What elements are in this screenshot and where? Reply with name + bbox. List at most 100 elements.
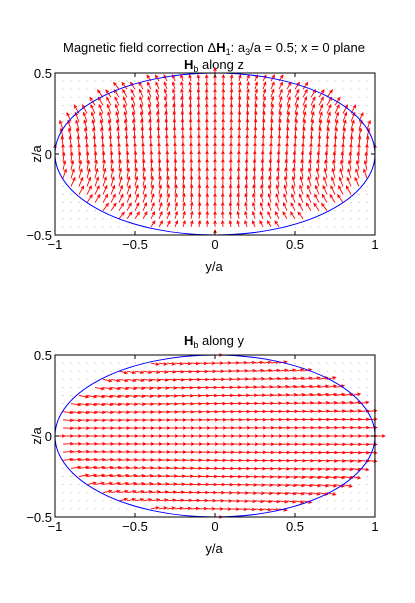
field-arrow <box>180 82 184 90</box>
grid-point <box>310 508 312 510</box>
field-arrowhead <box>236 210 240 215</box>
field-arrowhead <box>244 184 249 189</box>
field-arrowhead <box>259 192 264 198</box>
field-arrow <box>310 104 315 114</box>
field-arrowhead <box>203 361 208 366</box>
field-arrow <box>286 82 292 90</box>
field-arrow <box>150 193 155 203</box>
field-arrow <box>302 500 312 503</box>
field-arrow <box>174 220 178 228</box>
field-arrowhead <box>90 111 95 116</box>
field-arrow <box>156 96 160 106</box>
field-arrowhead <box>301 475 306 480</box>
field-arrow <box>254 386 265 388</box>
field-arrow <box>294 127 297 138</box>
field-arrow <box>122 96 128 106</box>
field-arrowhead <box>321 202 325 207</box>
field-arrowhead <box>337 193 341 199</box>
field-arrow <box>134 211 140 220</box>
field-arrow <box>342 467 353 471</box>
field-arrowhead <box>124 378 129 383</box>
field-arrow <box>126 370 136 374</box>
grid-point <box>118 508 120 510</box>
field-arrowhead <box>317 384 322 389</box>
field-arrowhead <box>348 484 353 488</box>
grid-point <box>358 500 360 502</box>
field-arrow <box>307 185 312 195</box>
field-arrowhead <box>196 498 201 503</box>
field-arrow <box>126 151 129 163</box>
field-arrowhead <box>133 386 138 391</box>
field-arrow <box>318 97 324 106</box>
field-arrow <box>308 168 312 179</box>
field-arrow <box>139 89 144 98</box>
field-arrow <box>141 127 144 138</box>
field-arrowhead <box>342 450 347 455</box>
field-arrowhead <box>332 492 337 496</box>
field-arrow <box>276 185 280 195</box>
field-arrow <box>350 128 354 138</box>
field-arrowhead <box>316 492 321 496</box>
field-arrow <box>318 467 329 470</box>
grid-point <box>326 508 328 510</box>
field-arrowhead <box>243 507 248 512</box>
field-arrow <box>270 377 281 380</box>
field-arrowhead <box>244 219 248 225</box>
grid-point <box>94 370 96 372</box>
field-arrow <box>302 484 313 487</box>
field-arrowhead <box>350 127 355 132</box>
field-arrowhead <box>259 220 263 225</box>
field-arrow <box>326 402 337 405</box>
field-arrowhead <box>340 151 345 156</box>
field-arrow <box>83 112 88 122</box>
field-arrow <box>278 476 289 478</box>
field-arrowhead <box>320 96 324 101</box>
field-arrow <box>126 211 133 220</box>
field-arrow <box>238 362 247 364</box>
field-arrowhead <box>330 176 335 181</box>
field-arrowhead <box>172 498 177 502</box>
field-arrow <box>260 193 264 203</box>
field-arrowhead <box>188 377 194 382</box>
field-arrow <box>150 403 162 405</box>
field-arrowhead <box>259 201 264 207</box>
field-arrow <box>94 419 106 421</box>
field-arrow <box>142 159 145 171</box>
field-arrow <box>126 498 136 502</box>
field-arrowhead <box>103 176 107 181</box>
field-arrowhead <box>259 210 264 216</box>
grid-point <box>110 370 112 372</box>
field-arrow <box>316 168 320 179</box>
grid-point <box>70 370 72 372</box>
field-arrowhead <box>136 211 140 216</box>
field-arrow <box>78 152 81 163</box>
field-arrow <box>356 160 360 171</box>
field-arrow <box>156 104 160 114</box>
grid-point <box>294 508 296 510</box>
field-arrowhead <box>149 386 154 390</box>
field-arrow <box>150 467 162 469</box>
grid-point <box>110 500 112 502</box>
field-arrow <box>269 176 272 187</box>
field-arrow <box>285 168 288 179</box>
field-arrowhead <box>319 111 323 116</box>
field-arrow <box>349 152 352 163</box>
field-arrow <box>252 220 256 228</box>
grid-point <box>102 362 104 364</box>
field-arrowhead <box>252 377 258 381</box>
field-arrow <box>350 401 361 405</box>
grid-point <box>358 210 360 212</box>
field-arrow <box>166 167 169 179</box>
field-arrow <box>275 202 280 211</box>
grid-point <box>342 492 344 494</box>
field-arrowhead <box>245 103 250 108</box>
field-arrow <box>150 378 160 381</box>
grid-point <box>78 80 80 82</box>
field-arrow <box>277 159 280 171</box>
field-arrowhead <box>188 74 192 79</box>
grid-point <box>78 104 80 106</box>
field-arrow <box>86 451 98 453</box>
field-arrowhead <box>104 184 108 190</box>
field-arrowhead <box>196 95 201 100</box>
field-arrowhead <box>310 118 315 124</box>
